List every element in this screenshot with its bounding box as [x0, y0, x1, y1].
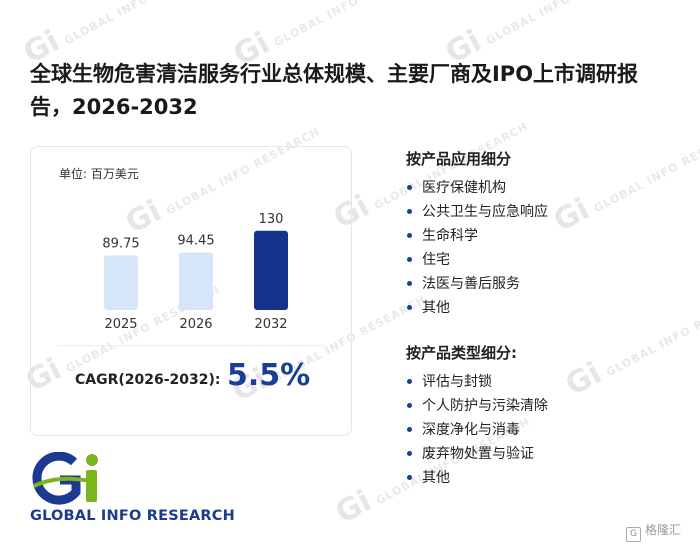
type-item: 评估与封锁 — [406, 370, 548, 394]
bar-chart: 89.75 2025 94.45 2026 130 2032 — [102, 212, 288, 332]
application-item-label: 住宅 — [422, 252, 450, 268]
corner-brand: G 格隆汇 — [626, 521, 681, 542]
type-item-label: 评估与封锁 — [422, 374, 492, 390]
application-item: 公共卫生与应急响应 — [406, 200, 548, 224]
bullet-icon — [407, 379, 412, 384]
type-item: 其他 — [406, 466, 548, 490]
data-label: 130 — [259, 212, 284, 227]
watermark: GiGLOBAL INFO RESEARCH — [548, 122, 700, 239]
category-label: 2032 — [254, 317, 287, 332]
type-item: 废弃物处置与验证 — [406, 442, 548, 466]
bullet-icon — [407, 257, 412, 262]
bullet-icon — [407, 451, 412, 456]
divider — [57, 345, 325, 346]
bar-2026 — [179, 252, 213, 310]
type-item-label: 深度净化与消毒 — [422, 422, 520, 438]
cagr-label: CAGR(2026-2032): — [75, 372, 221, 388]
application-item: 法医与善后服务 — [406, 272, 548, 296]
cagr-value: 5.5% — [227, 358, 311, 393]
logo-text: GLOBAL INFO RESEARCH — [30, 508, 235, 524]
application-item-label: 生命科学 — [422, 228, 478, 244]
bullet-icon — [407, 185, 412, 190]
type-heading: 按产品类型细分: — [406, 344, 517, 362]
bar-2032 — [254, 230, 288, 310]
type-item: 深度净化与消毒 — [406, 418, 548, 442]
data-label: 89.75 — [102, 236, 139, 251]
application-item-label: 法医与善后服务 — [422, 276, 520, 292]
application-item: 医疗保健机构 — [406, 176, 548, 200]
data-label: 94.45 — [177, 233, 214, 248]
bullet-icon — [407, 233, 412, 238]
type-item-label: 个人防护与污染清除 — [422, 398, 548, 414]
watermark: GiGLOBAL INFO RESEARCH — [560, 286, 700, 403]
bullet-icon — [407, 475, 412, 480]
unit-label: 单位: 百万美元 — [59, 167, 139, 181]
application-heading: 按产品应用细分 — [406, 150, 512, 168]
gi-logo-icon — [32, 451, 98, 505]
bullet-icon — [407, 209, 412, 214]
gelonghui-icon: G — [626, 527, 641, 542]
type-item: 个人防护与污染清除 — [406, 394, 548, 418]
application-item-label: 医疗保健机构 — [422, 180, 506, 196]
application-item-label: 公共卫生与应急响应 — [422, 204, 548, 220]
corner-brand-text: 格隆汇 — [645, 523, 682, 537]
application-item-label: 其他 — [422, 300, 450, 316]
application-list: 医疗保健机构公共卫生与应急响应 生命科学住宅法医与善后服务 其他 — [406, 176, 548, 320]
type-item-label: 废弃物处置与验证 — [422, 446, 534, 462]
application-item: 生命科学 — [406, 224, 548, 248]
application-item: 其他 — [406, 296, 548, 320]
bar-2025 — [104, 255, 138, 310]
chart-card: 单位: 百万美元 89.75 2025 94.45 2026 130 2032 CAGR(… — [30, 146, 352, 436]
type-item-label: 其他 — [422, 470, 450, 486]
page-title: 全球生物危害清洁服务行业总体规模、主要厂商及IPO上市调研报告，2026-203… — [30, 62, 639, 119]
bullet-icon — [407, 281, 412, 286]
type-list: 评估与封锁个人防护与污染清除 深度净化与消毒 废弃物处置与验证 其他 — [406, 370, 548, 490]
category-label: 2025 — [104, 317, 137, 332]
bullet-icon — [407, 427, 412, 432]
category-label: 2026 — [179, 317, 212, 332]
application-item: 住宅 — [406, 248, 548, 272]
bullet-icon — [407, 305, 412, 310]
company-logo: GLOBAL INFO RESEARCH — [30, 451, 240, 527]
bullet-icon — [407, 403, 412, 408]
